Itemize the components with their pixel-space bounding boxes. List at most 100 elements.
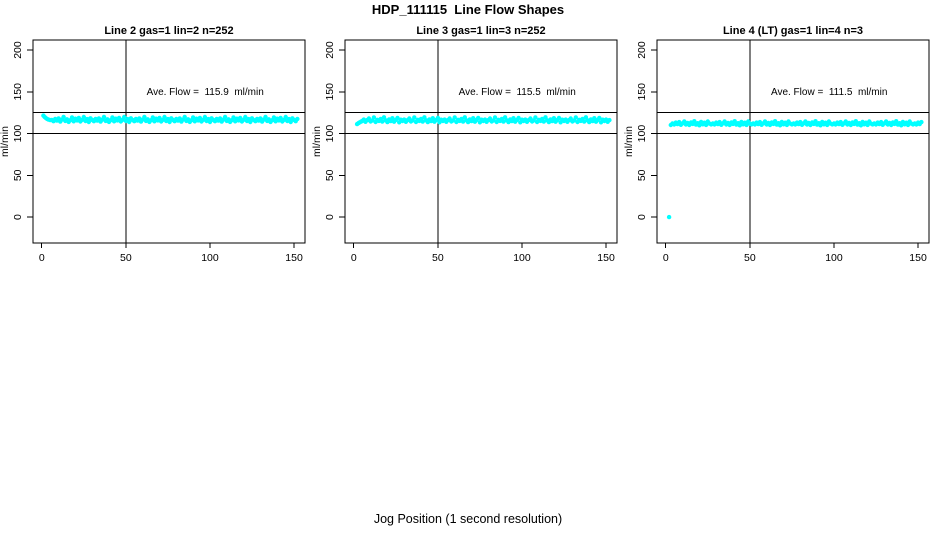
data-point — [116, 115, 122, 121]
y-tick-label: 200 — [12, 41, 24, 59]
panels-row: Line 2 gas=1 lin=2 n=252 0 50 100 150 0 50 100 1… — [0, 20, 936, 270]
y-axis: 0 50 100 150 200 — [324, 41, 345, 220]
y-tick-label: 50 — [12, 169, 24, 181]
y-tick-label: 150 — [12, 83, 24, 101]
y-tick-label: 0 — [324, 214, 336, 220]
data-point — [69, 115, 75, 120]
data-point — [541, 119, 546, 124]
data-point — [295, 116, 300, 122]
x-tick-label: 50 — [744, 252, 756, 264]
data-point — [263, 114, 268, 120]
data-points — [354, 115, 612, 127]
data-point — [248, 119, 253, 125]
data-point — [86, 119, 92, 125]
data-point — [231, 115, 236, 120]
data-point — [162, 114, 167, 120]
avg-flow-annotation: Ave. Flow = 115.5 ml/min — [459, 87, 576, 98]
flow-panel-line4: Line 4 (LT) gas=1 lin=4 n=3 0 50 100 150 0 50 1… — [624, 25, 930, 264]
y-tick-label: 50 — [324, 169, 336, 181]
y-tick-label: 200 — [636, 41, 648, 59]
data-point — [157, 115, 162, 121]
data-point — [697, 123, 702, 128]
x-axis: 0 50 100 150 — [39, 243, 303, 264]
avg-flow-annotation: Ave. Flow = 115.9 ml/min — [147, 87, 264, 98]
data-point — [202, 114, 208, 120]
x-tick-label: 0 — [351, 252, 357, 264]
y-tick-label: 100 — [636, 125, 648, 143]
y-axis-unit-label: ml/min — [624, 126, 635, 157]
main-title: HDP_111115 Line Flow Shapes — [371, 2, 565, 17]
data-point — [692, 119, 697, 124]
data-point — [825, 122, 830, 128]
data-point — [122, 114, 127, 120]
y-tick-label: 50 — [636, 169, 648, 181]
data-point — [190, 115, 196, 120]
data-point — [899, 123, 904, 128]
data-point — [207, 119, 213, 125]
x-tick-label: 150 — [285, 252, 303, 264]
data-point — [150, 115, 155, 120]
y-axis-unit-label: ml/min — [0, 126, 11, 157]
avg-flow-annotation: Ave. Flow = 111.5 ml/min — [771, 87, 887, 98]
x-tick-label: 100 — [825, 252, 843, 264]
data-points — [666, 119, 924, 220]
data-point — [858, 123, 864, 128]
data-point — [380, 119, 385, 124]
y-tick-label: 150 — [636, 83, 648, 101]
plot-box — [32, 39, 306, 244]
data-point — [222, 114, 228, 120]
data-point — [430, 116, 435, 121]
data-point — [271, 115, 277, 120]
data-point — [818, 123, 823, 128]
data-point — [516, 115, 521, 121]
data-point — [61, 114, 66, 120]
flow-panel-line2: Line 2 gas=1 lin=2 n=252 0 50 100 150 0 50 100 1… — [0, 25, 306, 264]
data-point — [703, 122, 709, 128]
y-tick-label: 100 — [12, 125, 24, 143]
data-point — [865, 122, 870, 128]
data-point — [182, 114, 187, 120]
x-tick-label: 0 — [39, 252, 45, 264]
x-tick-label: 50 — [120, 252, 132, 264]
data-point — [556, 115, 562, 121]
plot-box — [344, 39, 618, 244]
data-point — [905, 122, 911, 128]
x-tick-label: 150 — [597, 252, 615, 264]
data-point — [492, 115, 498, 120]
data-point — [390, 116, 395, 121]
y-tick-label: 200 — [324, 41, 336, 59]
data-point — [476, 115, 481, 121]
data-point — [744, 122, 749, 128]
data-point — [167, 119, 172, 125]
x-axis: 0 50 100 150 — [663, 243, 927, 264]
y-axis: 0 50 100 150 200 — [636, 41, 657, 220]
data-point — [197, 115, 203, 121]
data-point — [919, 119, 924, 125]
data-point — [853, 119, 858, 124]
data-point — [81, 114, 87, 120]
data-point — [737, 123, 742, 128]
data-points — [41, 113, 300, 125]
data-point — [238, 115, 243, 121]
x-axis: 0 50 100 150 — [351, 243, 615, 264]
flow-panel-line3: Line 3 gas=1 lin=3 n=252 0 50 100 150 0 50 100 1… — [312, 25, 618, 264]
x-tick-label: 100 — [201, 252, 219, 264]
panel-title: Line 4 (LT) gas=1 lin=4 n=3 — [723, 25, 863, 37]
data-point — [288, 119, 293, 125]
y-axis: 0 50 100 150 200 — [12, 41, 33, 220]
data-point — [435, 115, 441, 121]
data-point — [283, 114, 288, 120]
panel-title: Line 2 gas=1 lin=2 n=252 — [104, 25, 233, 37]
x-tick-label: 150 — [909, 252, 927, 264]
data-point — [813, 119, 818, 124]
data-point — [573, 115, 578, 120]
y-tick-label: 0 — [636, 214, 648, 220]
data-point — [371, 115, 377, 120]
data-point — [110, 115, 115, 120]
data-point — [101, 114, 107, 120]
data-point — [551, 116, 557, 121]
data-point — [582, 119, 587, 124]
data-point — [511, 116, 516, 121]
data-point — [607, 117, 612, 123]
